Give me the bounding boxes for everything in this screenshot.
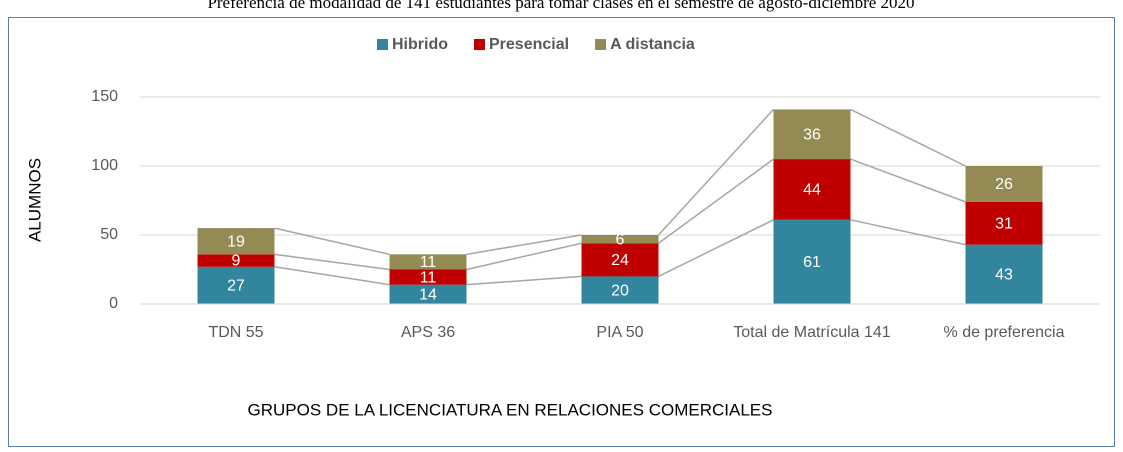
data-label: 24 [611, 252, 629, 269]
y-tick-label: 0 [109, 295, 118, 312]
x-axis-title: GRUPOS DE LA LICENCIATURA EN RELACIONES … [248, 400, 773, 419]
bar-segment [389, 284, 467, 304]
bar-segment [581, 243, 659, 277]
series-line [466, 234, 582, 256]
bar-segment [389, 269, 467, 285]
bar-segment [389, 254, 467, 270]
legend-swatch [474, 39, 485, 50]
x-tick-wrap: PIA 50 [596, 324, 644, 341]
data-label: 44 [803, 182, 821, 199]
series-line [658, 158, 774, 244]
series-line [274, 227, 390, 256]
data-label: 26 [995, 176, 1013, 193]
data-label: 19 [227, 233, 245, 250]
series-line [274, 253, 390, 271]
y-tick-label: 50 [100, 226, 118, 243]
data-label: 6 [616, 231, 625, 248]
legend-label: A distancia [610, 36, 695, 53]
data-label: 11 [420, 269, 437, 286]
y-tick-label: 100 [91, 157, 118, 174]
x-tick-wrap: APS 36 [400, 324, 456, 341]
data-label: 11 [420, 254, 437, 271]
bar-segment [773, 109, 851, 160]
chart-border [8, 17, 1115, 447]
data-label: 43 [995, 267, 1013, 284]
legend-swatch [377, 39, 388, 50]
x-tick-wrap: Total de Matrícula 141 [733, 324, 891, 341]
series-line [850, 158, 966, 203]
x-tick-wrap: TDN 55 [208, 324, 264, 341]
y-axis-title: ALUMNOS [25, 158, 44, 242]
bar-segment [581, 276, 659, 304]
data-label: 9 [232, 253, 241, 270]
series-line [850, 219, 966, 246]
series-line [274, 265, 390, 286]
bar-segment [197, 254, 275, 267]
data-label: 20 [611, 282, 629, 299]
bar-segment [773, 159, 851, 220]
series-line [466, 242, 582, 271]
x-tick-label: TDN 55 [208, 324, 264, 341]
data-label: 31 [995, 215, 1013, 232]
data-label: 61 [803, 254, 821, 271]
x-tick-label: PIA 50 [596, 324, 644, 341]
legend-swatch [595, 39, 607, 50]
series-line [657, 108, 775, 236]
bar-segment [197, 266, 275, 304]
bar-segment [965, 166, 1043, 202]
legend-label: Presencial [489, 36, 569, 53]
x-tick-wrap: % de preferencia [943, 324, 1065, 341]
x-tick-label: Total de Matrícula 141 [733, 324, 891, 341]
bar-segment [581, 235, 659, 244]
legend-label: Hibrido [392, 36, 448, 53]
bar-segment [197, 228, 275, 255]
bar-segment [965, 201, 1043, 245]
data-label: 14 [419, 287, 437, 304]
x-tick-label: % de preferencia [943, 324, 1065, 341]
bar-segment [773, 219, 851, 304]
bar-segment [965, 244, 1043, 304]
chart-title: Preferencia de modalidad de 141 estudian… [207, 0, 914, 12]
series-line [658, 219, 774, 278]
data-label: 27 [227, 278, 245, 295]
data-label: 36 [803, 126, 821, 143]
y-tick-label: 150 [91, 88, 118, 105]
series-line [466, 275, 582, 286]
series-line [850, 108, 966, 167]
x-tick-label: APS 36 [400, 324, 456, 341]
